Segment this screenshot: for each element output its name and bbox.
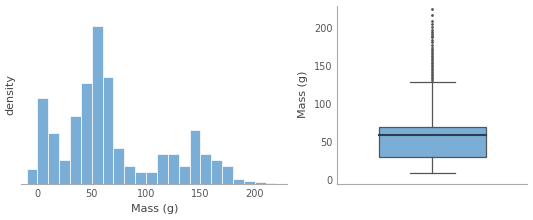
Bar: [244, 181, 255, 184]
Bar: [265, 183, 277, 184]
Bar: [179, 166, 190, 184]
Bar: [146, 172, 157, 184]
Bar: [255, 182, 265, 184]
Bar: [102, 77, 114, 184]
X-axis label: Mass (g): Mass (g): [131, 204, 178, 214]
Bar: [59, 160, 70, 184]
FancyBboxPatch shape: [379, 127, 486, 158]
Bar: [114, 148, 124, 184]
Bar: [27, 169, 37, 184]
Y-axis label: Mass (g): Mass (g): [298, 71, 309, 119]
Bar: [200, 154, 211, 184]
Bar: [211, 160, 222, 184]
Bar: [222, 166, 233, 184]
Bar: [70, 116, 81, 184]
Bar: [81, 83, 92, 184]
Bar: [92, 26, 102, 184]
Bar: [157, 154, 168, 184]
Bar: [233, 179, 244, 184]
Bar: [49, 134, 59, 184]
Bar: [37, 98, 49, 184]
Bar: [124, 166, 135, 184]
Bar: [190, 130, 200, 184]
Bar: [135, 172, 146, 184]
Y-axis label: density: density: [5, 74, 15, 115]
Bar: [168, 154, 179, 184]
